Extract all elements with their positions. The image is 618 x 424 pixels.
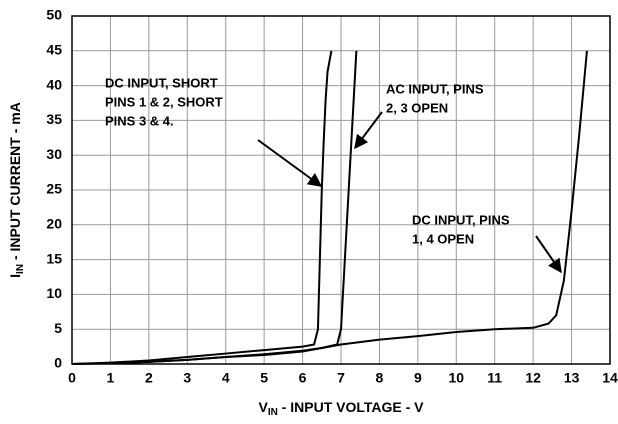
y-tick-label: 15 <box>46 250 62 266</box>
series-line <box>71 50 333 365</box>
x-tick-label: 13 <box>564 370 580 386</box>
y-axis-label-part: I <box>7 274 23 278</box>
y-tick-label: 40 <box>46 76 62 92</box>
x-tick-label: 6 <box>299 370 307 386</box>
y-axis-label-part: - INPUT CURRENT - mA <box>7 102 23 264</box>
x-tick-label: 10 <box>448 370 464 386</box>
y-axis-label-part: IN <box>15 264 26 274</box>
annotation-text: DC INPUT, PINS <box>412 212 510 227</box>
annotation-text: PINS 3 & 4. <box>105 113 174 128</box>
x-tick-label: 7 <box>337 370 345 386</box>
x-tick-label: 4 <box>222 370 230 386</box>
y-axis-label: IIN - INPUT CURRENT - mA <box>7 102 26 278</box>
y-tick-label: 0 <box>54 355 62 371</box>
annotation-text: 1, 4 OPEN <box>412 231 474 246</box>
x-tick-label: 14 <box>602 370 618 386</box>
x-tick-label: 11 <box>487 370 502 386</box>
annotation-text: PINS 1 & 2, SHORT <box>105 94 223 109</box>
y-tick-label: 45 <box>46 42 62 58</box>
x-tick-label: 9 <box>414 370 422 386</box>
x-tick-label: 0 <box>68 370 76 386</box>
x-axis-label-part: V <box>258 399 268 415</box>
x-tick-label: 2 <box>145 370 153 386</box>
annotation-arrow <box>257 139 323 187</box>
plot-border <box>71 15 611 365</box>
x-tick-label: 1 <box>107 370 115 386</box>
series-line <box>71 50 588 365</box>
y-tick-label: 35 <box>46 111 62 127</box>
x-tick-label: 3 <box>183 370 191 386</box>
x-axis-label-part: IN <box>268 407 278 418</box>
annotation-text: DC INPUT, SHORT <box>105 75 218 90</box>
x-tick-label: 5 <box>260 370 268 386</box>
annotation-arrow <box>354 111 383 150</box>
x-axis-label: VIN - INPUT VOLTAGE - V <box>258 399 424 418</box>
y-tick-label: 50 <box>46 7 62 23</box>
annotation-text: 2, 3 OPEN <box>386 100 448 115</box>
y-tick-label: 5 <box>54 320 62 336</box>
y-tick-label: 25 <box>46 181 62 197</box>
y-tick-label: 10 <box>46 285 62 301</box>
y-tick-label: 20 <box>46 216 62 232</box>
x-tick-label: 8 <box>376 370 384 386</box>
x-tick-label: 12 <box>525 370 541 386</box>
x-axis-label-part: - INPUT VOLTAGE - V <box>278 399 424 415</box>
y-tick-label: 30 <box>46 146 62 162</box>
annotation-arrow <box>535 235 562 274</box>
annotation-text: AC INPUT, PINS <box>386 81 484 96</box>
